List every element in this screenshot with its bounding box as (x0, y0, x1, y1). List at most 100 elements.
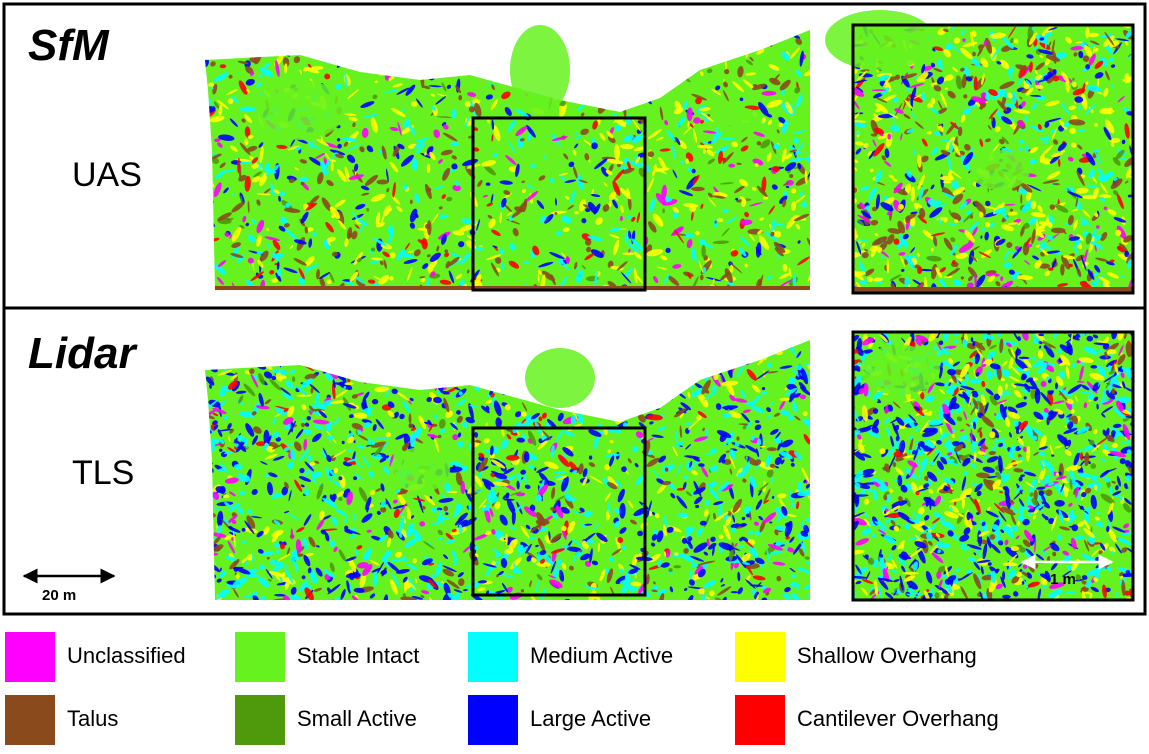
texture-patch (212, 535, 222, 545)
texture-patch (234, 443, 239, 448)
texture-patch (574, 261, 578, 270)
texture-patch (535, 580, 539, 593)
texture-patch (776, 129, 780, 134)
texture-patch (481, 352, 487, 357)
texture-patch (1001, 224, 1014, 232)
texture-patch (614, 382, 621, 391)
texture-patch (371, 535, 382, 541)
texture-patch (1087, 185, 1098, 188)
texture-patch (446, 466, 463, 473)
texture-patch (516, 340, 523, 342)
texture-patch (303, 438, 308, 451)
texture-patch (1006, 92, 1013, 99)
texture-patch (458, 30, 464, 36)
texture-patch (1008, 269, 1015, 275)
texture-patch (246, 145, 258, 152)
texture-patch (880, 87, 890, 95)
texture-patch (1051, 515, 1058, 532)
texture-patch (1019, 547, 1026, 553)
texture-patch (972, 341, 976, 347)
texture-patch (778, 450, 793, 460)
texture-patch (241, 118, 246, 123)
texture-patch (674, 229, 684, 244)
texture-patch (335, 83, 342, 90)
texture-patch (785, 185, 790, 189)
texture-patch (383, 340, 392, 352)
texture-patch (391, 572, 400, 588)
texture-patch (483, 438, 490, 444)
texture-patch (749, 56, 754, 62)
texture-patch (1048, 267, 1054, 271)
texture-patch (551, 487, 556, 500)
texture-patch (316, 483, 324, 500)
texture-patch (362, 113, 379, 119)
texture-patch (373, 438, 390, 440)
texture-patch (361, 127, 369, 138)
texture-patch (587, 235, 603, 242)
texture-patch (756, 370, 770, 380)
texture-patch (617, 488, 625, 503)
texture-patch (318, 410, 327, 419)
texture-patch (333, 546, 338, 552)
texture-patch (1003, 250, 1010, 261)
texture-patch (936, 76, 945, 85)
texture-patch (720, 584, 726, 587)
texture-patch (664, 467, 669, 472)
texture-patch (427, 47, 435, 55)
texture-patch (652, 213, 664, 227)
texture-patch (531, 557, 537, 563)
texture-patch (455, 592, 461, 600)
texture-patch (728, 411, 741, 419)
texture-patch (1108, 528, 1117, 543)
texture-patch (315, 567, 323, 577)
texture-patch (942, 180, 952, 184)
texture-patch (774, 506, 787, 519)
texture-patch (219, 162, 226, 168)
texture-patch (691, 58, 697, 64)
texture-patch (455, 471, 463, 486)
texture-patch (594, 158, 608, 170)
texture-patch (495, 417, 502, 429)
texture-patch (853, 79, 868, 84)
texture-patch (448, 256, 460, 267)
texture-patch (487, 119, 491, 124)
texture-patch (525, 543, 532, 554)
texture-patch (612, 199, 619, 209)
texture-patch (1068, 105, 1077, 110)
texture-patch (532, 245, 540, 256)
texture-patch (304, 340, 312, 349)
texture-patch (379, 455, 390, 463)
texture-patch (707, 542, 717, 550)
texture-patch (718, 542, 734, 551)
texture-patch (967, 544, 982, 550)
texture-patch (950, 45, 963, 54)
texture-patch (1093, 428, 1098, 435)
texture-patch (921, 138, 928, 147)
texture-patch (500, 197, 507, 208)
texture-patch (933, 85, 942, 92)
texture-patch (889, 552, 892, 559)
texture-patch (868, 150, 876, 160)
texture-patch (1044, 117, 1062, 123)
texture-patch (529, 504, 536, 512)
texture-patch (230, 374, 238, 380)
texture-patch (692, 340, 699, 352)
texture-patch (397, 143, 405, 150)
texture-patch (354, 549, 359, 555)
texture-patch (1051, 39, 1055, 55)
texture-patch (980, 566, 984, 575)
texture-patch (972, 398, 979, 410)
texture-patch (370, 343, 379, 358)
texture-patch (703, 452, 715, 455)
texture-patch (1046, 376, 1050, 381)
texture-patch (412, 348, 420, 355)
texture-patch (538, 261, 554, 268)
texture-patch (751, 384, 761, 393)
texture-patch (620, 205, 624, 214)
texture-patch (795, 195, 806, 204)
texture-patch (269, 340, 283, 345)
texture-patch (1027, 243, 1033, 248)
texture-patch (970, 405, 977, 416)
texture-patch (1108, 57, 1115, 62)
texture-patch (682, 475, 689, 480)
